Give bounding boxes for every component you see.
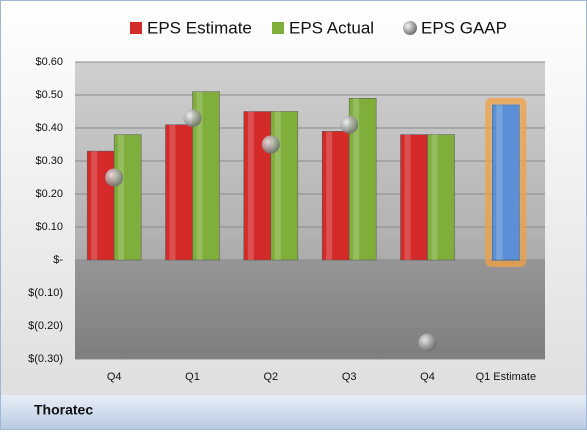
y-tick-label: $0.20 bbox=[35, 188, 63, 200]
bar-shine bbox=[118, 134, 125, 260]
legend-label: EPS GAAP bbox=[421, 18, 507, 37]
plot-area bbox=[75, 62, 545, 359]
bar bbox=[243, 111, 272, 261]
bar-shine bbox=[431, 134, 438, 260]
bar bbox=[86, 150, 115, 261]
bar-shine bbox=[404, 134, 411, 260]
footer-band bbox=[1, 395, 586, 429]
bar-shine bbox=[247, 111, 254, 260]
bar-shine bbox=[496, 104, 503, 261]
gaap-marker bbox=[105, 168, 124, 187]
x-tick-label: Q2 bbox=[263, 371, 278, 383]
y-tick-label: $0.60 bbox=[35, 56, 63, 68]
x-tick-label: Q1 bbox=[185, 371, 200, 383]
legend-marker bbox=[272, 22, 284, 34]
bar bbox=[492, 104, 520, 261]
gaap-marker bbox=[340, 115, 359, 134]
gaap-marker bbox=[418, 333, 437, 352]
footer: Thoratec bbox=[34, 402, 93, 418]
x-tick-label: Q4 bbox=[107, 371, 122, 383]
legend-marker bbox=[403, 21, 417, 35]
bar-shine bbox=[91, 151, 98, 260]
y-tick-label: $(0.10) bbox=[28, 287, 63, 299]
y-tick-label: $0.10 bbox=[35, 221, 63, 233]
bar-shine bbox=[353, 98, 360, 260]
gaap-marker bbox=[183, 109, 202, 128]
bar bbox=[113, 134, 142, 261]
x-tick-label: Q1 Estimate bbox=[476, 371, 537, 383]
bar-shine bbox=[196, 91, 203, 260]
bar-glow bbox=[485, 97, 527, 268]
legend-label: EPS Actual bbox=[289, 18, 374, 37]
bar-shine bbox=[326, 131, 333, 260]
bar bbox=[427, 134, 455, 261]
bar-shine bbox=[169, 124, 176, 260]
bar bbox=[400, 134, 428, 261]
gaap-marker bbox=[261, 135, 280, 154]
legend-marker bbox=[130, 22, 142, 34]
bar bbox=[165, 124, 193, 261]
x-tick-label: Q4 bbox=[420, 371, 435, 383]
y-tick-label: $(0.30) bbox=[28, 353, 63, 365]
y-tick-label: $0.50 bbox=[35, 89, 63, 101]
bar bbox=[321, 131, 350, 261]
y-tick-label: $0.30 bbox=[35, 155, 63, 167]
y-tick-label: $0.40 bbox=[35, 122, 63, 134]
bar bbox=[270, 111, 299, 261]
y-tick-label: $- bbox=[53, 254, 63, 266]
legend-label: EPS Estimate bbox=[147, 18, 252, 37]
y-tick-label: $(0.20) bbox=[28, 320, 63, 332]
bar-shine bbox=[274, 111, 281, 260]
negative-region bbox=[75, 260, 545, 359]
x-tick-label: Q3 bbox=[342, 371, 357, 383]
